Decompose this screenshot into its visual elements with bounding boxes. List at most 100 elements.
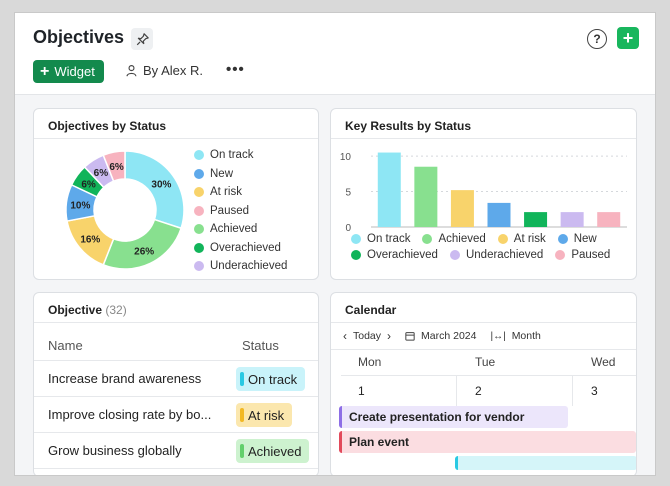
legend-label: New [573, 233, 597, 245]
bar[interactable] [377, 152, 401, 227]
owner-filter[interactable]: By Alex R. [125, 63, 203, 78]
calendar-icon [405, 332, 415, 341]
date-cell[interactable]: 2 [475, 384, 482, 398]
legend-item[interactable]: Achieved [194, 220, 287, 239]
calendar-event[interactable] [455, 456, 636, 470]
weekday-header: Mon Tue Wed [331, 349, 636, 375]
legend-swatch [194, 187, 204, 198]
legend-item[interactable]: On track [194, 146, 287, 165]
y-tick-label: 0 [345, 223, 351, 233]
table-header: Name Status [34, 329, 318, 361]
status-badge: On track [236, 367, 306, 391]
bar[interactable] [524, 212, 548, 227]
help-icon: ? [593, 32, 601, 46]
table-row[interactable]: Improve closing rate by bo... At risk [34, 397, 318, 433]
help-button[interactable]: ? [587, 29, 607, 49]
legend-swatch [194, 242, 204, 253]
table-title: Objective [48, 303, 103, 317]
bar[interactable] [487, 202, 511, 227]
calendar-event[interactable]: Create presentation for vendor [339, 406, 568, 428]
pin-button[interactable] [131, 28, 153, 50]
legend-label: New [210, 167, 234, 180]
page-header: Objectives ? + + Widget By Alex R. ••• [15, 13, 655, 95]
y-tick-label: 10 [340, 152, 352, 163]
bar[interactable] [450, 190, 474, 227]
app-frame: Objectives ? + + Widget By Alex R. ••• O… [14, 12, 656, 476]
donut-slice-label: 6% [109, 162, 124, 173]
user-icon [126, 65, 137, 77]
divider [456, 376, 457, 406]
donut-slice-label: 26% [134, 247, 154, 258]
status-badge: Achieved [236, 439, 310, 463]
legend-swatch [497, 234, 508, 244]
date-cell[interactable]: 1 [358, 384, 365, 398]
table-count: (32) [105, 303, 127, 317]
objective-table-card: Objective (32) Name Status Increase bran… [33, 292, 319, 475]
date-cell[interactable]: 3 [591, 384, 598, 398]
table-row[interactable]: Increase brand awareness On track [34, 361, 318, 397]
calendar-card: Calendar ‹ Today › March 2024 |↔| Month … [330, 292, 637, 475]
legend-label: Paused [571, 249, 611, 261]
weekday-label: Tue [475, 355, 496, 369]
objective-name[interactable]: Improve closing rate by bo... [48, 407, 212, 422]
legend-item[interactable]: Underachieved [449, 249, 543, 261]
divider [34, 322, 318, 323]
view-selector[interactable]: Month [511, 330, 541, 342]
legend-item[interactable]: Paused [194, 202, 287, 221]
legend-item[interactable]: Paused [555, 249, 610, 261]
status-badge: At risk [236, 403, 293, 427]
divider [34, 138, 318, 139]
bar[interactable] [560, 212, 584, 227]
objectives-by-status-card: Objectives by Status 30% 26% 16% 10% 6% 6% 6% … [33, 108, 319, 280]
donut-slice-label: 6% [94, 168, 109, 179]
legend-item[interactable]: Overachieved [351, 249, 438, 261]
donut-slice[interactable] [124, 150, 185, 230]
divider [331, 138, 636, 139]
bar[interactable] [597, 212, 621, 227]
objective-name[interactable]: Grow business globally [48, 443, 182, 458]
chevron-left-icon[interactable]: ‹ [343, 329, 347, 343]
donut-slice-label: 6% [81, 180, 96, 191]
legend-item[interactable]: New [557, 233, 597, 245]
add-widget-button[interactable]: + Widget [33, 60, 104, 83]
donut-slice[interactable] [102, 218, 183, 270]
legend-item[interactable]: Overachieved [194, 239, 287, 258]
legend-label: Overachieved [210, 241, 281, 254]
legend-swatch [194, 261, 204, 272]
bar[interactable] [414, 166, 438, 227]
today-button[interactable]: Today [353, 330, 382, 342]
legend-item[interactable]: At risk [497, 233, 546, 245]
legend-item[interactable]: Achieved [422, 233, 486, 245]
legend-item[interactable]: New [194, 165, 287, 184]
donut-slice-label: 10% [70, 200, 90, 211]
plus-icon: + [40, 62, 50, 80]
donut-slice-label: 30% [151, 180, 171, 191]
legend-item[interactable]: On track [351, 233, 410, 245]
column-header-status[interactable]: Status [242, 338, 279, 353]
legend-item[interactable]: At risk [194, 183, 287, 202]
calendar-toolbar: ‹ Today › March 2024 |↔| Month [343, 329, 541, 343]
more-options-button[interactable]: ••• [226, 61, 245, 78]
column-header-name[interactable]: Name [48, 338, 83, 353]
table-row[interactable]: Grow business globally Achieved [34, 433, 318, 469]
donut-slice[interactable] [102, 150, 126, 183]
add-button[interactable]: + [617, 27, 639, 49]
month-picker[interactable]: March 2024 [421, 330, 477, 342]
chevron-right-icon[interactable]: › [387, 329, 392, 343]
card-title: Key Results by Status [345, 119, 472, 133]
calendar-event[interactable]: Plan event [339, 431, 636, 453]
key-results-by-status-card: Key Results by Status 0 5 10 On track Achie… [330, 108, 637, 280]
legend-swatch [557, 234, 568, 244]
divider [331, 322, 636, 323]
divider [572, 376, 573, 406]
legend-label: On track [210, 149, 254, 162]
legend-label: Achieved [210, 223, 258, 236]
legend-item[interactable]: Underachieved [194, 257, 287, 276]
donut-slice-label: 16% [80, 235, 100, 246]
objective-name[interactable]: Increase brand awareness [48, 371, 202, 386]
card-title: Objectives by Status [48, 119, 167, 133]
pin-icon [136, 32, 149, 45]
card-title: Calendar [345, 303, 397, 317]
legend-swatch [194, 150, 204, 161]
y-tick-label: 5 [345, 188, 351, 199]
